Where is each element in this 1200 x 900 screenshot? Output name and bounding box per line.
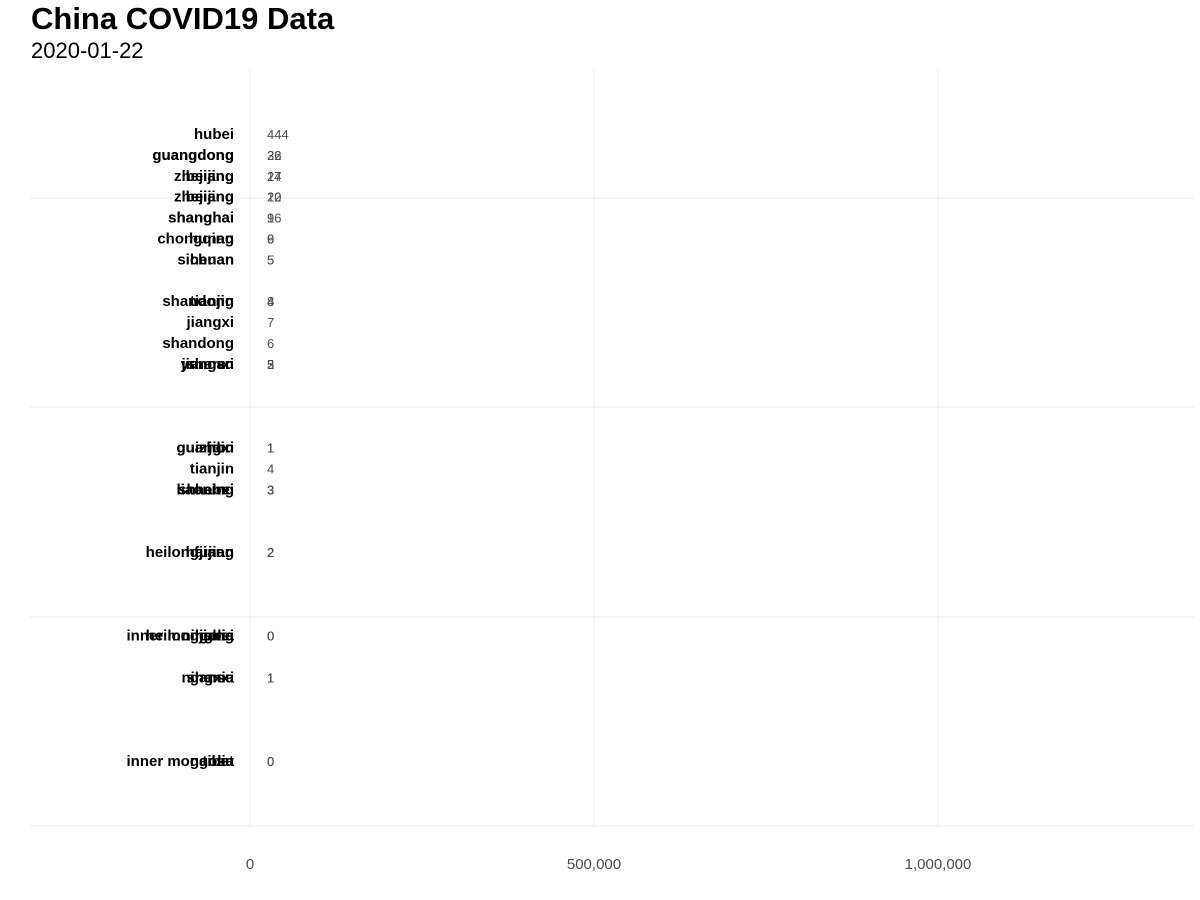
value-label: 2 bbox=[267, 545, 274, 560]
value-label: 3 bbox=[267, 357, 274, 372]
province-label: tibet bbox=[202, 753, 234, 770]
x-tick-label: 0 bbox=[246, 856, 254, 873]
value-label: 3 bbox=[267, 482, 274, 497]
province-label: beijing bbox=[186, 189, 234, 206]
value-label: 6 bbox=[267, 336, 274, 351]
value-label: 0 bbox=[267, 629, 274, 644]
value-label: 7 bbox=[267, 315, 274, 330]
province-label: hainan bbox=[186, 544, 234, 561]
province-label: hubei bbox=[194, 126, 234, 143]
province-label: zhejiang bbox=[174, 189, 234, 206]
province-label: shandong bbox=[162, 293, 234, 310]
province-label: henan bbox=[190, 251, 234, 268]
chart-subtitle: 2020-01-22 bbox=[31, 38, 144, 63]
province-label: ningxia bbox=[181, 669, 234, 686]
value-label: 0 bbox=[267, 754, 274, 769]
value-label: 10 bbox=[267, 190, 281, 205]
province-label: shanghai bbox=[168, 210, 234, 227]
value-label: 16 bbox=[267, 211, 281, 226]
value-label: 1 bbox=[267, 670, 274, 685]
province-label: ningxia bbox=[181, 628, 234, 645]
value-label: 14 bbox=[267, 169, 281, 184]
value-label: 3 bbox=[267, 482, 274, 497]
province-label: beijing bbox=[186, 168, 234, 185]
province-label: gansu bbox=[190, 669, 234, 686]
value-label: 9 bbox=[267, 232, 274, 247]
province-label: shaanxi bbox=[178, 481, 234, 498]
value-label: 9 bbox=[267, 211, 274, 226]
value-label: 4 bbox=[267, 294, 274, 309]
x-axis-ticks: 0 500,000 1,000,000 bbox=[246, 856, 972, 873]
province-label: shanxi bbox=[186, 669, 234, 686]
value-label: 2 bbox=[267, 545, 274, 560]
value-label: 32 bbox=[267, 148, 281, 163]
value-label: 1 bbox=[267, 441, 274, 456]
value-label: 2 bbox=[267, 545, 274, 560]
value-label: 0 bbox=[267, 754, 274, 769]
value-label: 27 bbox=[267, 169, 281, 184]
province-label: hunan bbox=[189, 231, 234, 248]
value-label: 5 bbox=[267, 252, 274, 267]
province-label: hebei bbox=[195, 628, 234, 645]
province-label: jiangsu bbox=[180, 356, 234, 373]
province-label: shanxi bbox=[186, 356, 234, 373]
province-label: shandong bbox=[162, 335, 234, 352]
province-label: guangdong bbox=[152, 147, 234, 164]
value-label: 0 bbox=[267, 629, 274, 644]
province-label: guizhou bbox=[177, 440, 234, 457]
value-label: 2 bbox=[267, 357, 274, 372]
value-label: 5 bbox=[267, 252, 274, 267]
province-label: jiangxi bbox=[185, 314, 234, 331]
province-label: heilongjiang bbox=[146, 628, 234, 645]
value-label: 1 bbox=[267, 670, 274, 685]
province-label: gansu bbox=[190, 753, 234, 770]
province-label: inner mongolia bbox=[126, 753, 234, 770]
province-label: chongqing bbox=[157, 231, 234, 248]
value-label: 22 bbox=[267, 190, 281, 205]
value-label: 1 bbox=[267, 670, 274, 685]
province-label: guangxi bbox=[176, 440, 234, 457]
value-label: 0 bbox=[267, 629, 274, 644]
value-label: 3 bbox=[267, 482, 274, 497]
value-label: 1 bbox=[267, 441, 274, 456]
province-label: zhejiang bbox=[174, 168, 234, 185]
value-label: 4 bbox=[267, 461, 274, 476]
province-label: fujian bbox=[194, 544, 234, 561]
value-label: 1 bbox=[267, 441, 274, 456]
value-label: 0 bbox=[267, 754, 274, 769]
province-label: tianjin bbox=[190, 460, 234, 477]
value-label: 0 bbox=[267, 629, 274, 644]
x-tick-label: 500,000 bbox=[567, 856, 621, 873]
province-label: sichuan bbox=[177, 251, 234, 268]
province-label: heilongjiang bbox=[146, 544, 234, 561]
value-label: 8 bbox=[267, 294, 274, 309]
x-tick-label: 1,000,000 bbox=[905, 856, 972, 873]
province-label: shanghai bbox=[168, 210, 234, 227]
province-label: guangdong bbox=[152, 147, 234, 164]
province-label: liaoning bbox=[177, 481, 235, 498]
value-label: 26 bbox=[267, 148, 281, 163]
province-label: tianjin bbox=[190, 293, 234, 310]
chart-title: China COVID19 Data bbox=[31, 1, 335, 36]
value-label: 5 bbox=[267, 357, 274, 372]
province-label: jilin bbox=[207, 440, 234, 457]
province-label: inner mongolia bbox=[126, 628, 234, 645]
value-label: 444 bbox=[267, 127, 289, 142]
value-label: 6 bbox=[267, 232, 274, 247]
province-label: hebei bbox=[195, 481, 234, 498]
province-label: yunnan bbox=[181, 356, 234, 373]
